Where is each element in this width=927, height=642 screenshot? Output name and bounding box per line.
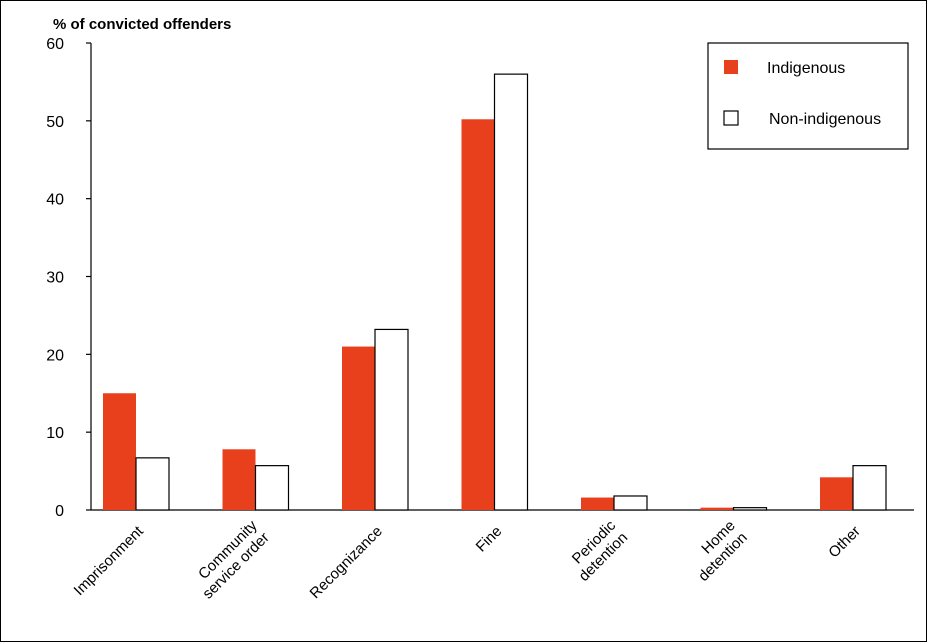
bar-non-indigenous (852, 465, 887, 511)
x-category-label: Communityservice order (187, 517, 273, 603)
x-category-label-line: Imprisonment (71, 522, 148, 599)
bar-non-indigenous (254, 465, 290, 511)
x-category-label-line: Fine (473, 523, 506, 556)
x-category-label: Fine (473, 523, 506, 556)
y-tick-label: 20 (46, 347, 64, 364)
y-tick-label: 10 (46, 425, 64, 442)
x-category-label-line: Recognizance (307, 523, 386, 602)
y-tick-label: 40 (46, 192, 64, 209)
y-tick-label: 0 (55, 503, 64, 520)
bar-indigenous (461, 119, 495, 510)
bar-non-indigenous (613, 495, 648, 511)
bar-non-indigenous (493, 73, 529, 511)
x-category-label: Periodicdetention (563, 517, 631, 585)
x-category-label: Other (825, 523, 864, 562)
legend: Indigenous Non-indigenous (707, 42, 909, 150)
x-category-label-line: Other (825, 523, 864, 562)
legend-swatch-non-indigenous (723, 110, 739, 126)
bar-indigenous (342, 346, 375, 510)
bar-indigenous (103, 393, 136, 510)
y-tick-label: 60 (46, 36, 64, 53)
x-category-label: Recognizance (307, 523, 386, 602)
x-category-label: Imprisonment (71, 522, 148, 599)
y-tick-label: 50 (46, 114, 64, 131)
legend-label: Indigenous (767, 60, 845, 77)
legend-label: Non-indigenous (769, 111, 881, 128)
bar-indigenous (222, 449, 256, 510)
bar-non-indigenous (135, 457, 170, 511)
y-tick-label: 30 (46, 270, 64, 287)
bar-indigenous (700, 507, 734, 510)
bar-indigenous (581, 497, 614, 510)
bar-indigenous (820, 477, 853, 510)
bar-non-indigenous (732, 507, 768, 511)
y-axis-title: % of convicted offenders (53, 16, 231, 33)
legend-swatch-indigenous (724, 60, 738, 74)
legend-box (707, 42, 909, 150)
x-category-label: Homedetention (683, 517, 751, 585)
bar-non-indigenous (374, 328, 409, 511)
